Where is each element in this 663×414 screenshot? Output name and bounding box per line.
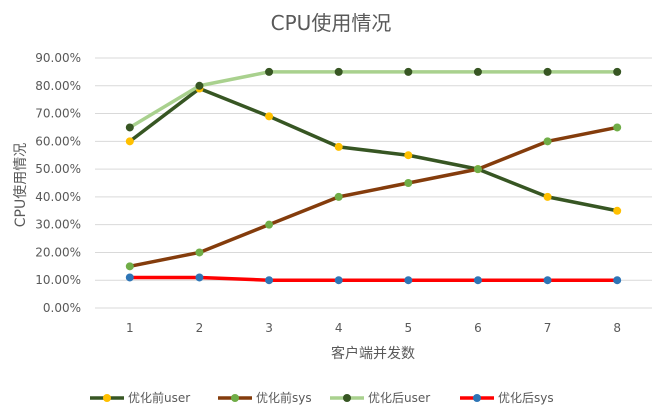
legend-swatch-marker	[343, 394, 351, 402]
chart-title: CPU使用情况	[271, 11, 392, 35]
legend-swatch-marker	[231, 394, 239, 402]
data-point	[404, 67, 413, 76]
series-group	[125, 273, 622, 285]
data-point	[404, 151, 413, 160]
x-axis-ticks: 1 2 3 4 5 6 7 8	[126, 321, 621, 335]
series-line	[128, 70, 618, 129]
data-point	[265, 220, 274, 229]
data-point	[543, 137, 552, 146]
legend: 优化前user 优化前sys 优化后user 优化后sys	[90, 390, 554, 405]
data-point	[195, 273, 204, 282]
series-line	[128, 86, 618, 213]
y-tick-label: 60.00%	[35, 134, 81, 148]
y-tick-label: 70.00%	[35, 107, 81, 121]
grid-lines	[95, 57, 652, 309]
x-tick-label: 5	[404, 321, 412, 335]
data-point	[195, 248, 204, 257]
data-point	[265, 112, 274, 121]
x-tick-label: 6	[474, 321, 482, 335]
x-tick-label: 1	[126, 321, 134, 335]
data-point	[334, 276, 343, 285]
data-point	[334, 142, 343, 151]
data-point	[125, 123, 134, 132]
x-tick-label: 8	[613, 321, 621, 335]
data-point	[613, 123, 622, 132]
data-point	[125, 273, 134, 282]
x-tick-label: 2	[196, 321, 204, 335]
series-group	[125, 84, 622, 215]
legend-item: 优化后user	[330, 391, 430, 405]
data-point	[195, 81, 204, 90]
data-point	[543, 67, 552, 76]
x-tick-label: 7	[544, 321, 552, 335]
data-point	[334, 192, 343, 201]
legend-label: 优化前user	[128, 390, 190, 405]
y-tick-label: 30.00%	[35, 218, 81, 232]
legend-item: 优化后sys	[460, 391, 554, 405]
y-tick-label: 0.00%	[43, 301, 81, 315]
y-tick-label: 50.00%	[35, 162, 81, 176]
data-point	[125, 262, 134, 271]
series-line	[129, 125, 618, 269]
data-point	[265, 276, 274, 285]
y-tick-label: 20.00%	[35, 245, 81, 259]
legend-swatch-marker	[103, 394, 111, 402]
series-group	[125, 67, 622, 132]
data-point	[473, 276, 482, 285]
series-group	[125, 123, 622, 271]
y-axis-ticks: 0.00% 10.00% 20.00% 30.00% 40.00% 50.00% 60.00…	[35, 51, 81, 315]
legend-swatch-marker	[473, 394, 481, 402]
data-point	[265, 67, 274, 76]
x-axis-title: 客户端并发数	[331, 345, 415, 362]
legend-label: 优化后sys	[498, 391, 554, 405]
x-tick-label: 4	[335, 321, 343, 335]
x-tick-label: 3	[265, 321, 273, 335]
data-point	[125, 137, 134, 146]
data-point	[543, 192, 552, 201]
series-lines	[125, 67, 622, 285]
y-axis-title: CPU使用情况	[12, 143, 29, 227]
data-point	[613, 206, 622, 215]
legend-item: 优化前user	[90, 390, 190, 405]
legend-label: 优化前sys	[256, 390, 312, 405]
y-tick-label: 40.00%	[35, 190, 81, 204]
data-point	[613, 276, 622, 285]
data-point	[473, 165, 482, 174]
series-line	[129, 275, 618, 282]
data-point	[334, 67, 343, 76]
data-point	[613, 67, 622, 76]
data-point	[404, 179, 413, 187]
data-point	[404, 276, 413, 285]
legend-label: 优化后user	[368, 391, 430, 405]
y-tick-label: 10.00%	[35, 273, 81, 287]
data-point	[543, 276, 552, 285]
data-point	[473, 67, 482, 76]
y-tick-label: 80.00%	[35, 79, 81, 93]
y-tick-label: 90.00%	[35, 51, 81, 65]
legend-item: 优化前sys	[218, 390, 312, 405]
